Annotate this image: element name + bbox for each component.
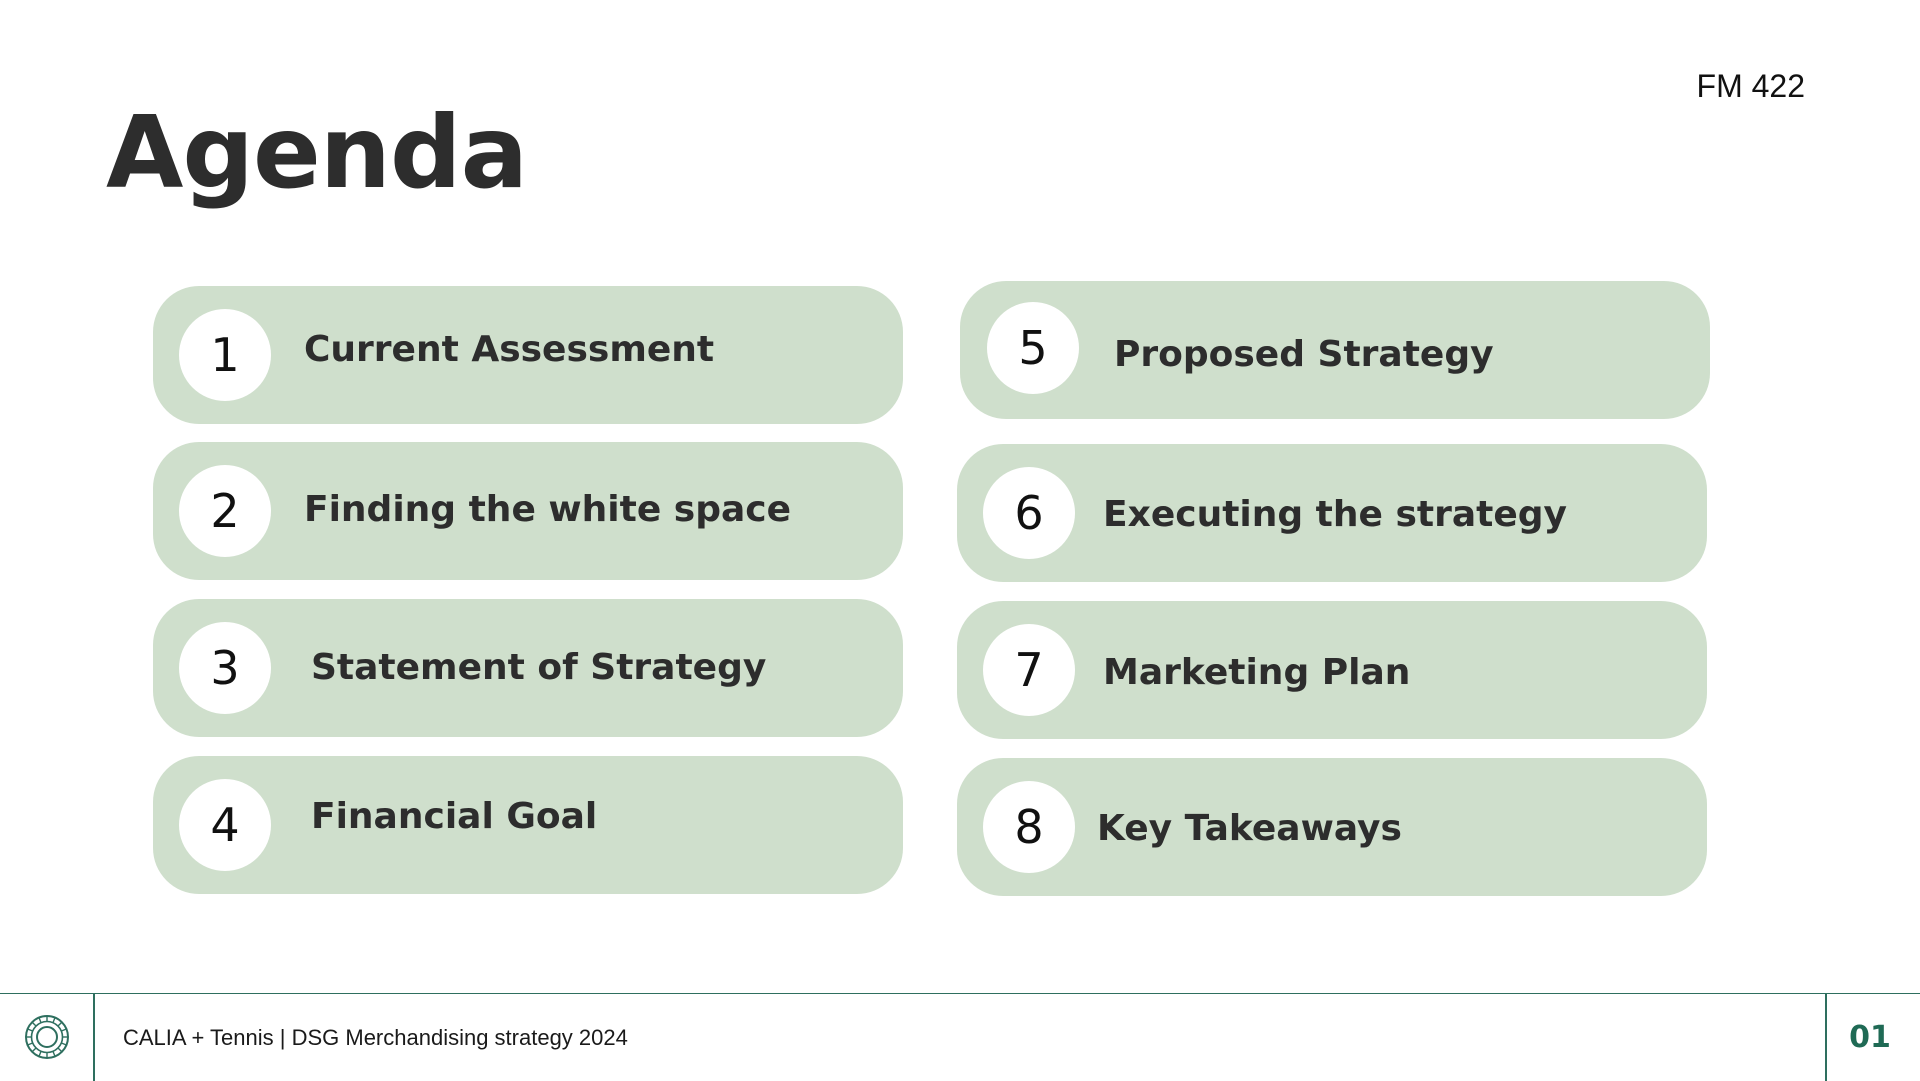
agenda-item-5[interactable]: 5 Proposed Strategy [960, 281, 1710, 419]
agenda-item-6[interactable]: 6 Executing the strategy [957, 444, 1707, 582]
agenda-item-label: Financial Goal [311, 795, 598, 837]
footer-bar: CALIA + Tennis | DSG Merchandising strat… [0, 993, 1920, 1081]
agenda-number-badge: 3 [179, 622, 271, 714]
agenda-number-badge: 4 [179, 779, 271, 871]
agenda-item-label: Finding the white space [304, 488, 792, 530]
footer-caption: CALIA + Tennis | DSG Merchandising strat… [123, 1024, 628, 1050]
page-number: 01 [1849, 1020, 1891, 1055]
agenda-number-badge: 7 [983, 624, 1075, 716]
course-code: FM 422 [1696, 68, 1805, 104]
agenda-item-label: Current Assessment [304, 328, 715, 370]
agenda-item-2[interactable]: 2 Finding the white space [153, 442, 903, 580]
footer-divider [93, 994, 95, 1081]
agenda-item-8[interactable]: 8 Key Takeaways [957, 758, 1707, 896]
agenda-number-badge: 6 [983, 467, 1075, 559]
agenda-number-badge: 5 [987, 302, 1079, 394]
agenda-number-badge: 2 [179, 465, 271, 557]
agenda-item-label: Executing the strategy [1103, 493, 1568, 535]
agenda-item-label: Marketing Plan [1103, 651, 1411, 693]
agenda-item-7[interactable]: 7 Marketing Plan [957, 601, 1707, 739]
footer-divider [1825, 994, 1827, 1081]
agenda-item-3[interactable]: 3 Statement of Strategy [153, 599, 903, 737]
agenda-item-label: Proposed Strategy [1114, 333, 1494, 375]
page-title: Agenda [106, 94, 528, 211]
agenda-number-badge: 1 [179, 309, 271, 401]
circular-emblem-icon [25, 1015, 69, 1059]
agenda-item-label: Statement of Strategy [311, 646, 767, 688]
agenda-number-badge: 8 [983, 781, 1075, 873]
agenda-item-4[interactable]: 4 Financial Goal [153, 756, 903, 894]
agenda-item-label: Key Takeaways [1097, 807, 1402, 849]
agenda-item-1[interactable]: 1 Current Assessment [153, 286, 903, 424]
